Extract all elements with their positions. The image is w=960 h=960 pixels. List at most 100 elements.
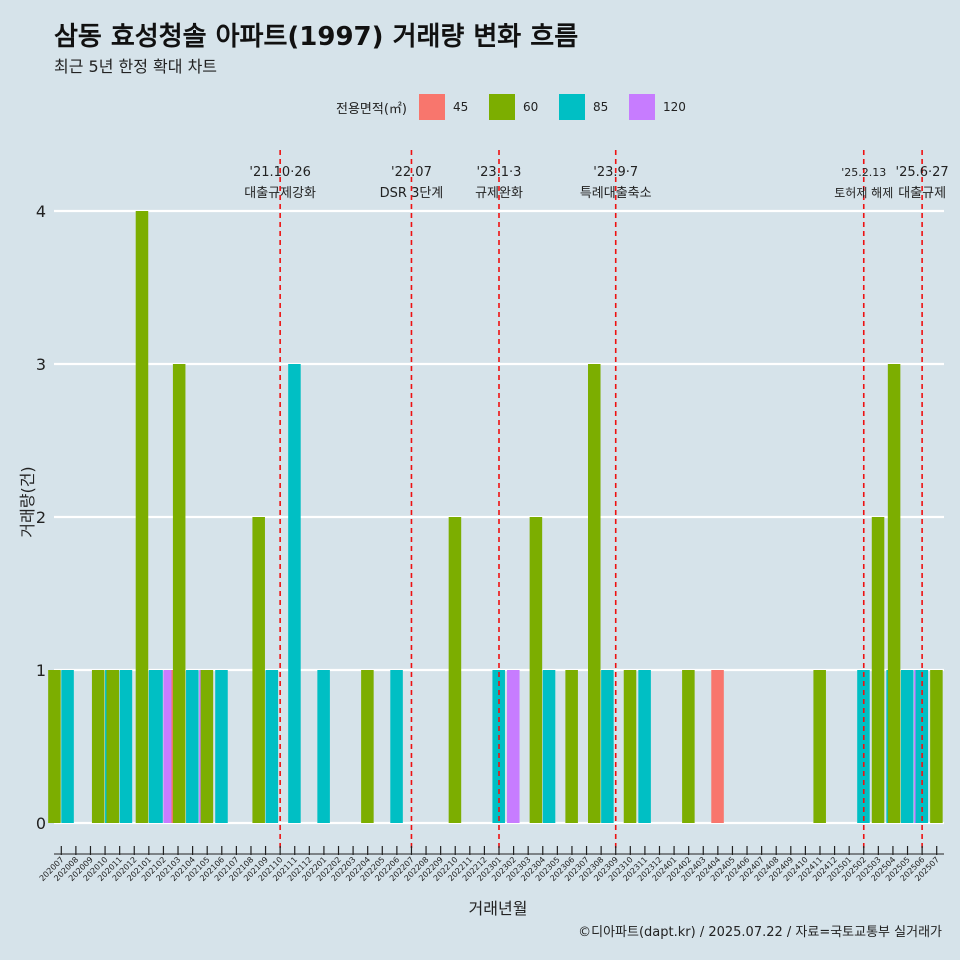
legend-label-120: 120: [662, 100, 686, 114]
bar-202505-120: [914, 670, 927, 823]
legend-label-60: 60: [522, 100, 539, 114]
legend-key-85: [558, 94, 585, 120]
event-label-202207: DSR 3단계: [380, 186, 444, 201]
x-tick-label-202209: 202209: [417, 855, 445, 883]
x-tick-label-202411: 202411: [796, 855, 824, 883]
event-label-202506: 대출규제: [898, 186, 946, 201]
bar-202503-60: [871, 517, 885, 823]
y-tick-label: 2: [36, 508, 46, 527]
event-date-202502: '25.2.13: [841, 166, 886, 179]
x-tick-label-202407: 202407: [738, 855, 766, 883]
x-tick-label-202405: 202405: [709, 855, 737, 883]
x-tick-label-202206: 202206: [373, 855, 401, 883]
x-tick-label-202503: 202503: [855, 855, 883, 883]
x-tick-label-202310: 202310: [607, 855, 635, 883]
bar-202010-85: [105, 670, 118, 823]
x-tick-label-202112: 202112: [286, 855, 314, 883]
bar-202007-85: [61, 670, 74, 823]
bar-202304-60: [529, 517, 543, 823]
x-tick-label-202306: 202306: [548, 855, 576, 883]
x-tick-label-202309: 202309: [592, 855, 620, 883]
bar-202109-60: [252, 517, 265, 823]
bar-202310-60: [623, 670, 637, 823]
x-tick-label-202502: 202502: [840, 855, 868, 883]
chart-subtitle: 최근 5년 한정 확대 차트: [54, 57, 218, 76]
x-tick-label-202105: 202105: [184, 855, 212, 883]
x-tick-label-202308: 202308: [578, 855, 606, 883]
bar-202306-60: [565, 670, 578, 823]
x-tick-label-202007: 202007: [38, 855, 66, 883]
bar-202105-60: [200, 670, 214, 823]
bar-202201-85: [317, 670, 330, 823]
x-tick-label-202204: 202204: [344, 855, 372, 883]
x-tick-label-202111: 202111: [271, 855, 299, 883]
bar-202402-60: [682, 670, 695, 823]
bar-202304-85: [542, 670, 556, 823]
x-tick-label-202201: 202201: [300, 855, 328, 883]
grid-lines: [54, 209, 944, 825]
chart-title: 삼동 효성청솔 아파트(1997) 거래량 변화 흐름: [54, 22, 579, 52]
bar-202104-120: [199, 670, 212, 823]
x-tick-label-202302: 202302: [490, 855, 518, 883]
bar-202311-85: [638, 670, 651, 823]
bar-202102-85: [150, 670, 163, 823]
legend: 전용면적(㎡) 45 60 85 120: [336, 94, 699, 120]
x-tick-label-202303: 202303: [505, 855, 533, 883]
bar-202101-60: [135, 211, 149, 823]
x-tick-label-202008: 202008: [52, 855, 80, 883]
x-tick-label-202205: 202205: [359, 855, 387, 883]
x-tick-label-202107: 202107: [213, 855, 241, 883]
y-tick-label: 4: [36, 202, 46, 221]
x-tick-label-202311: 202311: [621, 855, 649, 883]
y-tick-label: 3: [36, 355, 46, 374]
x-axis-label: 거래년월: [469, 899, 528, 918]
x-tick-label-202109: 202109: [242, 855, 270, 883]
x-tick-label-202203: 202203: [330, 855, 358, 883]
x-tick-label-202408: 202408: [753, 855, 781, 883]
y-tick-label: 0: [36, 814, 46, 833]
x-tick-label-202307: 202307: [563, 855, 591, 883]
bar-202505-60: [887, 364, 901, 823]
x-tick-label-202412: 202412: [811, 855, 839, 883]
event-date-202301: '23.1·3: [477, 165, 522, 180]
bar-202011-85: [119, 670, 133, 823]
bars: [48, 211, 943, 823]
x-tick-label-202104: 202104: [169, 855, 197, 883]
event-date-202207: '22.07: [391, 165, 432, 180]
bar-202502-85: [857, 670, 870, 823]
x-tick-label-202210: 202210: [432, 855, 460, 883]
bar-202505-85: [900, 670, 914, 823]
bar-202111-85: [288, 364, 301, 823]
bar-202104-85: [186, 670, 199, 823]
x-tick-label-202110: 202110: [257, 855, 285, 883]
y-tick-label: 1: [36, 661, 46, 680]
x-tick-label-202101: 202101: [125, 855, 153, 883]
x-tick-label-202505: 202505: [884, 855, 912, 883]
y-axis-label: 거래량(건): [18, 466, 37, 537]
x-tick-label-202304: 202304: [519, 855, 547, 883]
x-tick-label-202401: 202401: [651, 855, 679, 883]
x-tick-label-202501: 202501: [826, 855, 854, 883]
bar-202204-60: [361, 670, 374, 823]
bar-202308-60: [588, 364, 601, 823]
x-tick-label-202208: 202208: [402, 855, 430, 883]
event-label-202110: 대출규제강화: [244, 186, 316, 201]
source-caption: ©디아파트(dapt.kr) / 2025.07.22 / 자료=국토교통부 실…: [578, 925, 942, 940]
bar-202106-85: [215, 670, 228, 823]
bar-202103-45: [171, 670, 184, 823]
legend-title: 전용면적(㎡): [336, 101, 407, 117]
x-tick-label-202506: 202506: [899, 855, 927, 883]
bar-202404-45: [711, 670, 724, 823]
event-label-202502: 토허제 해제: [834, 186, 893, 200]
event-lines: '21.10·26 대출규제강화 '22.07 DSR 3단계 '23.1·3 규제완화 '…: [244, 150, 949, 851]
bar-202411-60: [813, 670, 826, 823]
x-tick-label-202012: 202012: [111, 855, 139, 883]
legend-key-45: [418, 94, 445, 120]
event-label-202309: 특례대출축소: [580, 186, 652, 201]
legend-item-120: 120: [628, 94, 693, 120]
x-tick-label-202103: 202103: [154, 855, 182, 883]
x-tick-label-202305: 202305: [534, 855, 562, 883]
bar-202301-85: [492, 670, 505, 823]
